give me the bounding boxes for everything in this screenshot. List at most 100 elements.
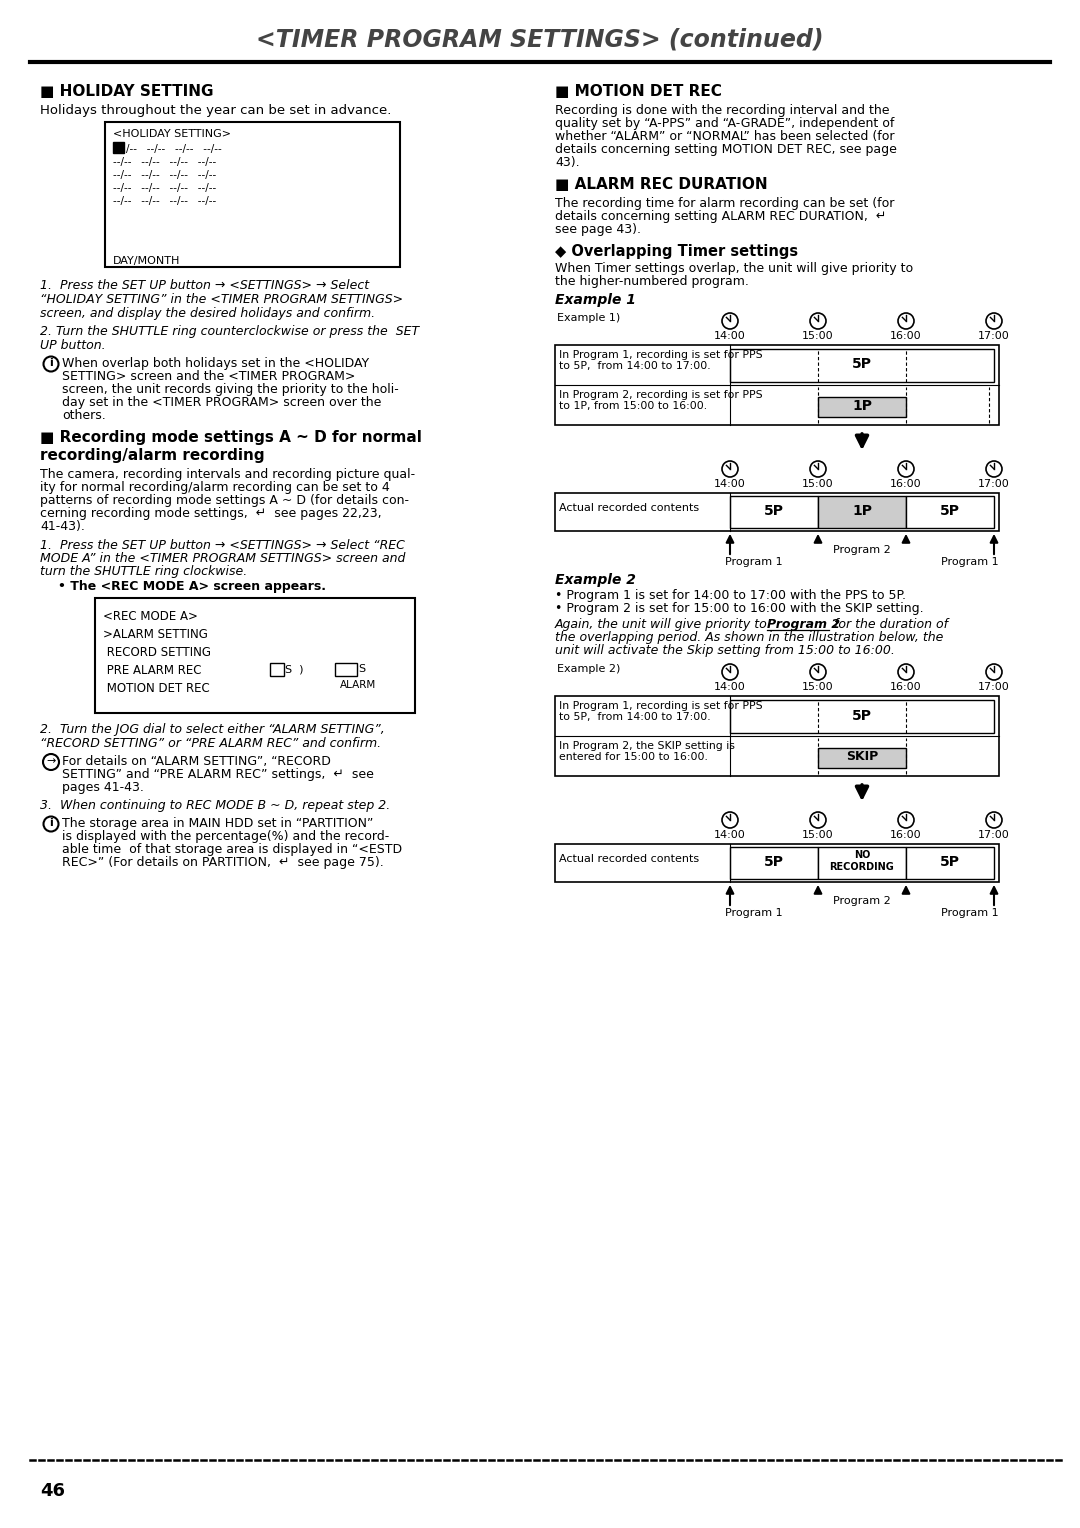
Text: for the duration of: for the duration of [831,617,948,631]
Text: <REC MODE A>: <REC MODE A> [103,610,198,623]
Text: Example 1): Example 1) [557,313,620,322]
Text: the overlapping period. As shown in the illustration below, the: the overlapping period. As shown in the … [555,631,943,643]
Text: Program 1: Program 1 [942,908,999,918]
Text: details concerning setting ALARM REC DURATION,  ↵: details concerning setting ALARM REC DUR… [555,209,887,223]
Bar [555,843,999,882]
Text: details concerning setting MOTION DET REC, see page: details concerning setting MOTION DET RE… [555,144,896,156]
Bar [270,663,284,675]
Bar [818,397,906,417]
Text: pages 41-43.: pages 41-43. [62,781,144,795]
Bar [730,497,818,529]
Text: --/--   --/--   --/--   --/--: --/-- --/-- --/-- --/-- [113,170,216,180]
Text: • Program 1 is set for 14:00 to 17:00 with the PPS to 5P.: • Program 1 is set for 14:00 to 17:00 wi… [555,588,906,602]
Text: 1.  Press the SET UP button → <SETTINGS> → Select: 1. Press the SET UP button → <SETTINGS> … [40,280,369,292]
Text: Recording is done with the recording interval and the: Recording is done with the recording int… [555,104,890,118]
Text: unit will activate the Skip setting from 15:00 to 16:00.: unit will activate the Skip setting from… [555,643,895,657]
Text: 15:00: 15:00 [802,830,834,840]
Text: 14:00: 14:00 [714,681,746,692]
Text: MODE A” in the <TIMER PROGRAM SETTINGS> screen and: MODE A” in the <TIMER PROGRAM SETTINGS> … [40,552,405,565]
Text: --/--   --/--   --/--   --/--: --/-- --/-- --/-- --/-- [113,157,216,167]
Text: “HOLIDAY SETTING” in the <TIMER PROGRAM SETTINGS>: “HOLIDAY SETTING” in the <TIMER PROGRAM … [40,293,403,306]
Text: >ALARM SETTING: >ALARM SETTING [103,628,207,642]
Text: DAY∕MONTH: DAY∕MONTH [113,257,180,266]
Text: Example 2: Example 2 [555,573,636,587]
Text: SETTING> screen and the <TIMER PROGRAM>: SETTING> screen and the <TIMER PROGRAM> [62,370,355,384]
Text: /--   --/--   --/--   --/--: /-- --/-- --/-- --/-- [126,144,221,154]
Text: Again, the unit will give priority to: Again, the unit will give priority to [555,617,772,631]
Text: 2.  Turn the JOG dial to select either “ALARM SETTING”,: 2. Turn the JOG dial to select either “A… [40,723,384,736]
Bar [555,494,999,532]
Text: The recording time for alarm recording can be set (for: The recording time for alarm recording c… [555,197,894,209]
Bar [105,122,400,267]
Text: 16:00: 16:00 [890,478,922,489]
Bar [730,847,818,879]
Bar [335,663,357,675]
Text: is displayed with the percentage(%) and the record-: is displayed with the percentage(%) and … [62,830,389,843]
Text: Example 2): Example 2) [557,665,620,674]
Text: to 1P, from 15:00 to 16:00.: to 1P, from 15:00 to 16:00. [559,400,707,411]
Bar [906,847,994,879]
Text: 17:00: 17:00 [978,681,1010,692]
Text: 5P: 5P [764,504,784,518]
Text: to 5P,  from 14:00 to 17:00.: to 5P, from 14:00 to 17:00. [559,712,711,723]
Text: ity for normal recording/alarm recording can be set to 4: ity for normal recording/alarm recording… [40,481,390,494]
Text: Program 2: Program 2 [833,545,891,555]
Text: 5P: 5P [852,358,872,371]
Text: MOTION DET REC: MOTION DET REC [103,681,210,695]
Text: • Program 2 is set for 15:00 to 16:00 with the SKIP setting.: • Program 2 is set for 15:00 to 16:00 wi… [555,602,923,614]
Text: S  ): S ) [285,665,303,674]
Bar [730,348,994,382]
Text: PRE ALARM REC: PRE ALARM REC [103,665,202,677]
Text: For details on “ALARM SETTING”, “RECORD: For details on “ALARM SETTING”, “RECORD [62,755,330,769]
Text: ■ Recording mode settings A ~ D for normal: ■ Recording mode settings A ~ D for norm… [40,429,422,445]
Bar [555,345,999,425]
Text: 5P: 5P [852,709,872,723]
Text: Example 1: Example 1 [555,293,636,307]
Text: 43).: 43). [555,156,580,170]
Text: 3.  When continuing to REC MODE B ~ D, repeat step 2.: 3. When continuing to REC MODE B ~ D, re… [40,799,390,811]
Text: cerning recording mode settings,  ↵  see pages 22,23,: cerning recording mode settings, ↵ see p… [40,507,381,520]
Text: • The <REC MODE A> screen appears.: • The <REC MODE A> screen appears. [58,581,326,593]
Text: --/--   --/--   --/--   --/--: --/-- --/-- --/-- --/-- [113,196,216,206]
Text: 16:00: 16:00 [890,332,922,341]
Text: 16:00: 16:00 [890,681,922,692]
Bar [906,497,994,529]
Text: Program 1: Program 1 [725,558,783,567]
Text: day set in the <TIMER PROGRAM> screen over the: day set in the <TIMER PROGRAM> screen ov… [62,396,381,410]
Text: Program 1: Program 1 [942,558,999,567]
Text: 15:00: 15:00 [802,681,834,692]
Text: 5P: 5P [764,856,784,869]
Text: 41-43).: 41-43). [40,520,85,533]
Bar [818,747,906,769]
Text: ■ MOTION DET REC: ■ MOTION DET REC [555,84,721,99]
Text: Actual recorded contents: Actual recorded contents [559,503,699,513]
Text: SETTING” and “PRE ALARM REC” settings,  ↵  see: SETTING” and “PRE ALARM REC” settings, ↵… [62,769,374,781]
Text: 46: 46 [40,1482,65,1500]
Bar [555,695,999,776]
Text: ◆ Overlapping Timer settings: ◆ Overlapping Timer settings [555,244,798,260]
Text: 16:00: 16:00 [890,830,922,840]
Text: see page 43).: see page 43). [555,223,642,235]
Text: RECORD SETTING: RECORD SETTING [103,646,211,659]
Text: UP button.: UP button. [40,339,106,351]
Text: the higher-numbered program.: the higher-numbered program. [555,275,748,287]
Text: S: S [357,665,365,674]
Text: When Timer settings overlap, the unit will give priority to: When Timer settings overlap, the unit wi… [555,261,913,275]
Text: whether “ALARM” or “NORMAL” has been selected (for: whether “ALARM” or “NORMAL” has been sel… [555,130,894,144]
Text: screen, and display the desired holidays and confirm.: screen, and display the desired holidays… [40,307,375,319]
Text: 2. Turn the SHUTTLE ring counterclockwise or press the  SET: 2. Turn the SHUTTLE ring counterclockwis… [40,325,419,338]
Text: i: i [49,358,53,368]
Text: 15:00: 15:00 [802,478,834,489]
Text: NO
RECORDING: NO RECORDING [829,850,894,872]
Bar [818,497,906,529]
Text: able time  of that storage area is displayed in “<ESTD: able time of that storage area is displa… [62,843,402,856]
Bar [730,700,994,733]
Text: 1.  Press the SET UP button → <SETTINGS> → Select “REC: 1. Press the SET UP button → <SETTINGS> … [40,539,405,552]
Text: turn the SHUTTLE ring clockwise.: turn the SHUTTLE ring clockwise. [40,565,247,578]
Bar [95,597,415,714]
Text: →: → [46,756,56,766]
Text: patterns of recording mode settings A ~ D (for details con-: patterns of recording mode settings A ~ … [40,494,409,507]
Text: i: i [49,817,53,828]
Text: recording/alarm recording: recording/alarm recording [40,448,265,463]
Bar [113,142,124,153]
